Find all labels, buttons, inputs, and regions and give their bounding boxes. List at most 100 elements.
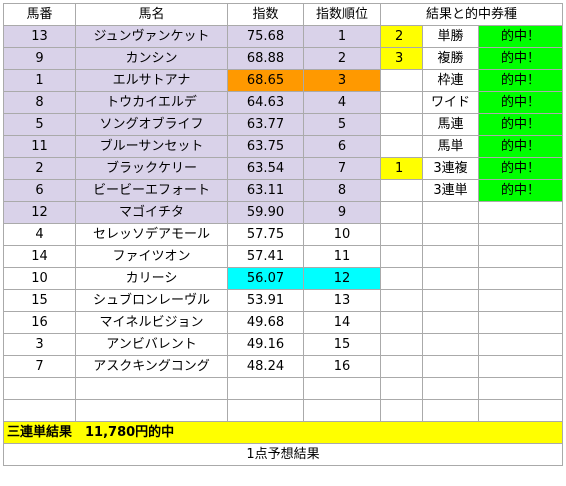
horse-name: ジュンヴァンケット [75, 25, 228, 48]
horse-index: 49.16 [227, 333, 304, 356]
table-row: 14 ファイツオン 57.41 11 [3, 245, 563, 268]
horse-name: アスクキングコング [75, 355, 228, 378]
table-row: 1 エルサトアナ 68.65 3 枠連 的中！ [3, 69, 563, 92]
bet-place [380, 113, 423, 136]
empty-row [3, 399, 563, 422]
horse-name: ファイツオン [75, 245, 228, 268]
bet-type: 馬単 [422, 135, 479, 158]
horse-index: 63.54 [227, 157, 304, 180]
horse-number: 11 [3, 135, 76, 158]
horse-rank: 15 [303, 333, 381, 356]
bet-hit: 的中！ [478, 179, 563, 202]
results-sheet: 馬番 馬名 指数 指数順位 結果と的中券種 13 ジュンヴァンケット 75.68 1 2… [3, 3, 563, 466]
horse-rank: 16 [303, 355, 381, 378]
bet-place [380, 69, 423, 92]
horse-number: 1 [3, 69, 76, 92]
horse-number: 14 [3, 245, 76, 268]
bet-place [380, 289, 423, 312]
table-row: 13 ジュンヴァンケット 75.68 1 2 単勝 的中！ [3, 25, 563, 48]
bet-place [380, 135, 423, 158]
horse-name: マイネルビジョン [75, 311, 228, 334]
empty-cell [303, 377, 381, 400]
table-row: 9 カンシン 68.88 2 3 複勝 的中！ [3, 47, 563, 70]
horse-index: 63.77 [227, 113, 304, 136]
horse-name: ソングオブライフ [75, 113, 228, 136]
header-index: 指数 [227, 3, 304, 26]
header-rank: 指数順位 [303, 3, 381, 26]
horse-index: 75.68 [227, 25, 304, 48]
horse-index: 68.65 [227, 69, 304, 92]
bet-type: ワイド [422, 91, 479, 114]
empty-cell [75, 399, 228, 422]
horse-index: 56.07 [227, 267, 304, 290]
horse-rank: 14 [303, 311, 381, 334]
bet-hit [478, 245, 563, 268]
bet-type [422, 289, 479, 312]
horse-name: カリーシ [75, 267, 228, 290]
bet-hit [478, 201, 563, 224]
bet-hit: 的中！ [478, 91, 563, 114]
horse-index: 63.75 [227, 135, 304, 158]
horse-number: 4 [3, 223, 76, 246]
horse-rank: 5 [303, 113, 381, 136]
empty-cell [3, 399, 76, 422]
horse-name: ブルーサンセット [75, 135, 228, 158]
bet-place [380, 333, 423, 356]
bet-place [380, 223, 423, 246]
empty-cell [380, 377, 423, 400]
bet-hit [478, 289, 563, 312]
horse-name: シュブロンレーヴル [75, 289, 228, 312]
horse-index: 57.41 [227, 245, 304, 268]
bet-place [380, 201, 423, 224]
header-row: 馬番 馬名 指数 指数順位 結果と的中券種 [3, 3, 563, 26]
bet-place: 2 [380, 25, 423, 48]
horse-rank: 2 [303, 47, 381, 70]
bet-type [422, 223, 479, 246]
bet-hit [478, 223, 563, 246]
bet-hit: 的中！ [478, 135, 563, 158]
sheet-body: 馬番 馬名 指数 指数順位 結果と的中券種 13 ジュンヴァンケット 75.68 1 2… [3, 3, 563, 466]
table-row: 12 マゴイチタ 59.90 9 [3, 201, 563, 224]
horse-name: エルサトアナ [75, 69, 228, 92]
horse-rank: 4 [303, 91, 381, 114]
header-result: 結果と的中券種 [380, 3, 563, 26]
result-banner-row: 三連単結果 11,780円的中 [3, 421, 563, 444]
horse-index: 68.88 [227, 47, 304, 70]
bet-place [380, 179, 423, 202]
table-row: 8 トウカイエルデ 64.63 4 ワイド 的中！ [3, 91, 563, 114]
horse-index: 49.68 [227, 311, 304, 334]
table-row: 15 シュブロンレーヴル 53.91 13 [3, 289, 563, 312]
horse-rank: 11 [303, 245, 381, 268]
bet-type: 複勝 [422, 47, 479, 70]
horse-rank: 6 [303, 135, 381, 158]
bet-hit [478, 355, 563, 378]
horse-rank: 12 [303, 267, 381, 290]
bet-type [422, 201, 479, 224]
horse-number: 2 [3, 157, 76, 180]
horse-rank: 13 [303, 289, 381, 312]
horse-rank: 7 [303, 157, 381, 180]
horse-rank: 1 [303, 25, 381, 48]
horse-name: カンシン [75, 47, 228, 70]
horse-index: 59.90 [227, 201, 304, 224]
bet-place: 3 [380, 47, 423, 70]
bet-type [422, 333, 479, 356]
bet-place [380, 267, 423, 290]
horse-number: 9 [3, 47, 76, 70]
horse-number: 7 [3, 355, 76, 378]
empty-cell [478, 399, 563, 422]
footer-note-row: 1点予想結果 [3, 443, 563, 466]
empty-cell [478, 377, 563, 400]
horse-number: 12 [3, 201, 76, 224]
bet-hit: 的中！ [478, 113, 563, 136]
table-row: 11 ブルーサンセット 63.75 6 馬単 的中！ [3, 135, 563, 158]
bet-type [422, 355, 479, 378]
table-row: 6 ビービーエフォート 63.11 8 3連単 的中！ [3, 179, 563, 202]
result-banner: 三連単結果 11,780円的中 [3, 421, 563, 444]
bet-hit: 的中！ [478, 25, 563, 48]
bet-type: 馬連 [422, 113, 479, 136]
horse-index: 57.75 [227, 223, 304, 246]
empty-cell [75, 377, 228, 400]
empty-cell [380, 399, 423, 422]
bet-type: 3連複 [422, 157, 479, 180]
